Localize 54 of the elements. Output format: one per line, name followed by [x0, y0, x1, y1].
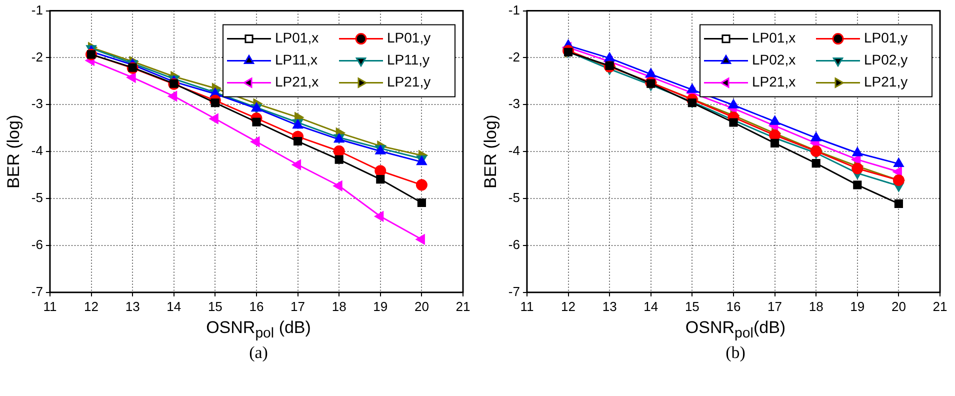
- y-tick-label: -6: [508, 237, 520, 252]
- y-tick-label: -7: [508, 284, 520, 299]
- x-tick-label: 15: [208, 298, 222, 314]
- legend-label: LP21,x: [275, 74, 319, 90]
- x-tick-label: 11: [43, 298, 57, 314]
- x-tick-label: 18: [332, 298, 346, 314]
- x-axis-title: OSNR$_{pol}$ (dB): [205, 318, 312, 342]
- y-tick-label: -3: [508, 96, 520, 112]
- x-tick-label: 14: [166, 298, 182, 314]
- x-tick-label: 11: [520, 298, 534, 314]
- x-tick-label: 15: [684, 298, 700, 314]
- x-tick-label: 16: [726, 298, 741, 314]
- y-tick-label: -4: [508, 143, 520, 158]
- x-tick-label: 13: [125, 298, 140, 314]
- legend-label: LP11,x: [275, 52, 318, 68]
- x-tick-label: 13: [602, 298, 617, 314]
- legend-label: LP01,x: [752, 30, 796, 46]
- y-tick-label: -6: [31, 237, 43, 252]
- x-tick-label: 19: [850, 298, 865, 314]
- text: (b): [724, 343, 746, 364]
- x-tick-label: 20: [891, 298, 906, 314]
- y-tick-label: -1: [31, 2, 43, 18]
- y-tick-label: -7: [31, 284, 43, 299]
- y-tick-label: -5: [508, 190, 520, 206]
- x-tick-label: 17: [768, 298, 782, 314]
- y-tick-label: -2: [508, 49, 520, 64]
- x-tick-label: 18: [808, 298, 824, 314]
- legend-label: LP01,y: [387, 30, 431, 46]
- text: (a): [248, 343, 269, 364]
- x-tick-label: 17: [290, 298, 306, 314]
- y-axis-title: BER (log): [4, 114, 23, 188]
- legend-label: LP21,y: [387, 74, 431, 90]
- legend-label: LP21,x: [752, 74, 796, 90]
- y-tick-label: -3: [31, 96, 43, 112]
- legend-label: LP11,y: [387, 52, 430, 68]
- x-tick-label: 12: [84, 298, 98, 314]
- legend-label: LP21,y: [864, 74, 908, 90]
- x-tick-label: 14: [644, 298, 658, 314]
- legend-label: LP01,x: [275, 30, 319, 46]
- y-tick-label: -5: [31, 190, 43, 206]
- y-tick-label: -2: [31, 49, 43, 64]
- y-tick-label: -1: [508, 2, 520, 18]
- x-axis-title: OSNR$_{pol}$(dB): [684, 318, 787, 342]
- x-tick-label: 12: [561, 298, 576, 314]
- x-tick-label: 19: [373, 298, 388, 314]
- y-tick-label: -4: [31, 143, 43, 158]
- x-tick-label: 21: [932, 298, 948, 314]
- legend-label: LP02,y: [864, 52, 908, 68]
- x-tick-label: 21: [456, 298, 470, 314]
- legend-label: LP01,y: [864, 30, 908, 46]
- x-tick-label: 16: [249, 298, 264, 314]
- x-tick-label: 20: [414, 298, 429, 314]
- y-axis-title: BER (log): [480, 114, 500, 188]
- legend-label: LP02,x: [752, 52, 796, 68]
